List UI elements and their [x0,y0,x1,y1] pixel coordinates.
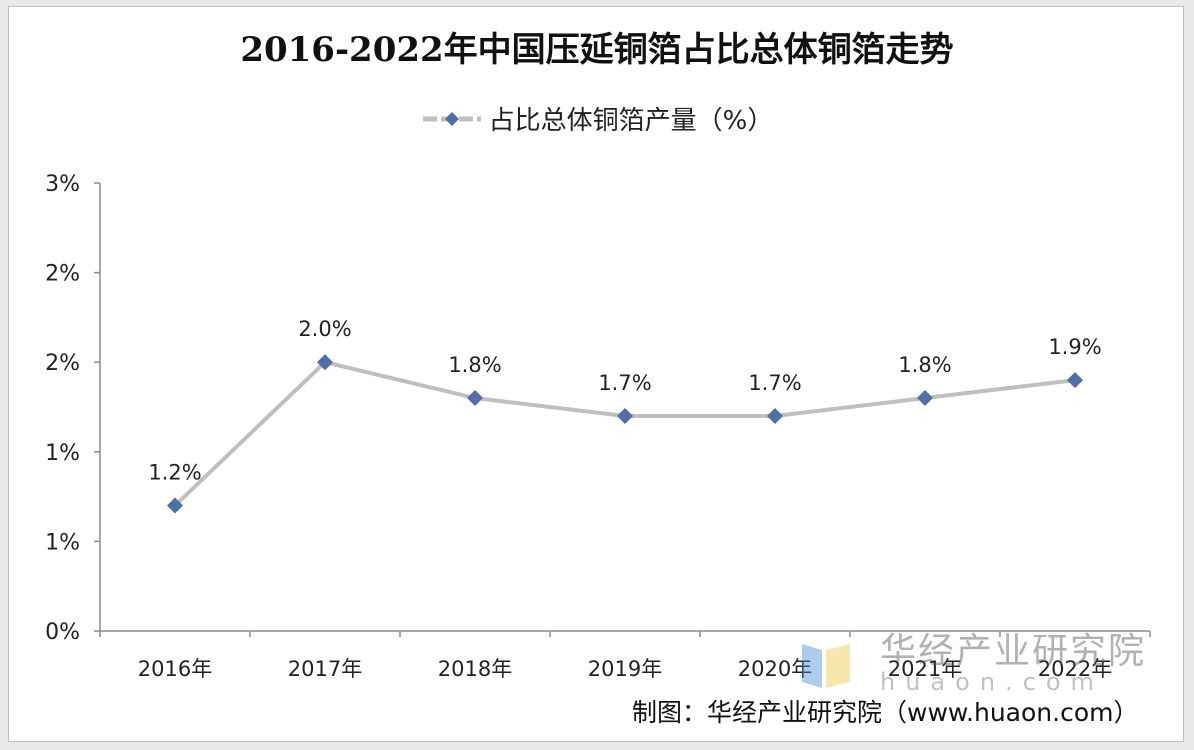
data-point-marker [317,354,333,371]
data-label: 1.7% [598,371,651,395]
y-tick-label: 1% [45,530,80,555]
x-tick-label: 2020年 [738,657,812,681]
data-point-marker [617,407,633,424]
x-tick-label: 2016年 [138,657,212,681]
y-tick-label: 0% [45,620,80,645]
data-label: 1.9% [1048,335,1101,359]
y-tick-label: 2% [45,262,80,287]
x-tick-label: 2017年 [288,657,362,681]
legend-series-label: 占比总体铜箔产量（%） [488,106,774,136]
x-tick-label: 2021年 [888,657,962,681]
data-label: 1.8% [898,353,951,377]
legend-line-marker-icon [422,111,481,126]
x-tick-label: 2022年 [1038,657,1112,681]
source-credit: 制图：华经产业研究院（www.huaon.com） [632,698,1139,727]
data-point-marker [467,390,483,407]
x-tick-label: 2019年 [588,657,662,681]
chart-title: 2016-2022年中国压延铜箔占比总体铜箔走势 [240,30,954,70]
chart-frame [8,6,1184,742]
y-tick-label: 2% [45,351,80,376]
y-tick-label: 1% [45,441,80,466]
chart-legend: 占比总体铜箔产量（%） [0,100,1194,137]
data-point-marker [917,390,933,407]
x-tick-label: 2018年 [438,657,512,681]
data-label: 1.8% [448,353,501,377]
data-point-marker [767,407,783,424]
y-tick-label: 3% [45,172,80,197]
data-point-marker [167,497,183,514]
data-label: 1.7% [748,371,801,395]
data-label: 2.0% [298,317,351,341]
data-label: 1.2% [148,461,201,485]
data-point-marker [1067,372,1083,389]
